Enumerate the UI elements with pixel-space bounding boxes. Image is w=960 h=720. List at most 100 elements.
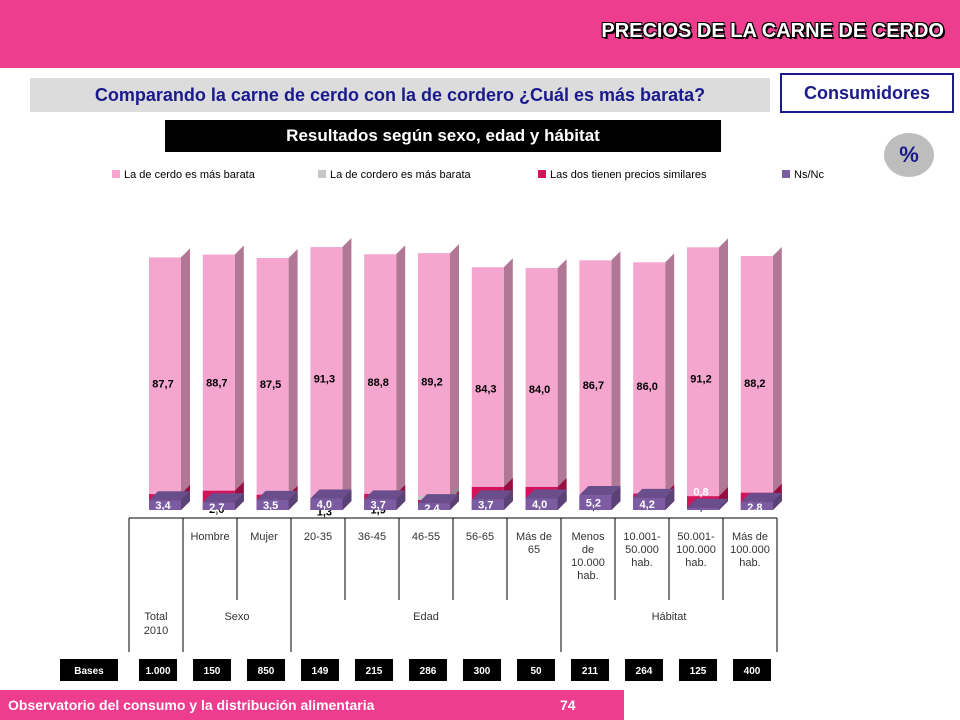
legend-swatch bbox=[112, 170, 120, 178]
bar-segment-side bbox=[396, 245, 406, 511]
bar-segment bbox=[525, 498, 558, 510]
data-label: 84,3 bbox=[475, 384, 496, 396]
bar-segment-side bbox=[342, 238, 352, 510]
bar-segment-side bbox=[772, 492, 782, 510]
table-subcategory-label: 100.000 bbox=[730, 544, 770, 556]
legend-swatch bbox=[782, 170, 790, 178]
base-value: 850 bbox=[258, 666, 275, 677]
bar-segment bbox=[310, 498, 343, 510]
base-value-box bbox=[733, 659, 771, 681]
data-label: 2,8 bbox=[747, 502, 762, 514]
section-title: PRECIOS DE LA CARNE DE CERDO bbox=[601, 20, 944, 42]
bar-segment-side bbox=[611, 486, 621, 510]
data-label: 87,5 bbox=[260, 379, 281, 391]
bar-segment bbox=[364, 499, 397, 510]
data-label: 88,2 bbox=[744, 378, 765, 390]
header-bar bbox=[0, 0, 960, 68]
bar-segment bbox=[418, 503, 450, 510]
footer-bar bbox=[0, 690, 624, 720]
legend-label: Las dos tienen precios similares bbox=[550, 169, 707, 181]
bar-segment-side bbox=[503, 258, 513, 510]
data-label: 3,5 bbox=[263, 500, 278, 512]
bar-top-face bbox=[149, 491, 190, 501]
data-label: 2,7 bbox=[209, 502, 224, 514]
bar-segment bbox=[740, 501, 773, 510]
bar-segment bbox=[633, 497, 666, 510]
base-value: 300 bbox=[474, 666, 491, 677]
data-label: 4,0 bbox=[317, 499, 332, 511]
bar-top-face bbox=[310, 489, 352, 499]
legend-swatch bbox=[318, 170, 326, 178]
bar-segment-side bbox=[450, 244, 459, 510]
table-subcategory-label: 10.000 bbox=[571, 557, 605, 569]
bar-segment-side bbox=[772, 246, 782, 510]
base-value-box bbox=[625, 659, 663, 681]
percent-badge: % bbox=[884, 133, 934, 177]
bar-segment bbox=[579, 260, 612, 510]
base-value-box bbox=[139, 659, 177, 681]
category-table: Hombre Mujer 20-35 36-45 46-55 56-65 Más de65M… bbox=[128, 517, 778, 652]
table-group-label: Hábitat bbox=[652, 611, 687, 623]
bar-segment bbox=[256, 499, 289, 510]
bar-segment-side bbox=[234, 245, 244, 510]
bar-segment bbox=[310, 247, 343, 510]
bar-segment-side bbox=[342, 489, 352, 510]
bar-segment-side bbox=[557, 259, 567, 510]
bar-segment-side bbox=[665, 253, 675, 510]
table-subcategory-label: 46-55 bbox=[412, 531, 440, 543]
base-value: 149 bbox=[312, 666, 329, 677]
data-label: 91,2 bbox=[690, 374, 711, 386]
base-value: 211 bbox=[582, 666, 599, 677]
page-number: 74 bbox=[560, 697, 576, 713]
table-group-label: Total bbox=[144, 611, 167, 623]
table-subcategory-label: de bbox=[582, 544, 594, 556]
bar-top-face bbox=[364, 490, 406, 500]
table-subcategory-label: Más de bbox=[516, 531, 552, 543]
table-subcategory-label: 56-65 bbox=[466, 531, 494, 543]
table-subcategory-label: 20-35 bbox=[304, 531, 332, 543]
base-value-box bbox=[679, 659, 717, 681]
base-value: 400 bbox=[744, 666, 761, 677]
bar-segment bbox=[740, 255, 773, 510]
table-subcategory-label: Más de bbox=[732, 531, 768, 543]
base-value: 1.000 bbox=[145, 666, 170, 677]
bar-segment bbox=[149, 257, 181, 510]
data-label: 87,7 bbox=[152, 379, 173, 391]
base-value: 150 bbox=[204, 666, 221, 677]
table-subcategory-label: hab. bbox=[577, 570, 598, 582]
bar-segment-side bbox=[288, 490, 298, 510]
legend-swatch bbox=[538, 170, 546, 178]
bases-label: Bases bbox=[74, 666, 104, 677]
stacked-bar-chart: La de cerdo es más barata La de cordero e… bbox=[60, 169, 824, 681]
base-value-box bbox=[247, 659, 285, 681]
data-label: 84,0 bbox=[529, 384, 550, 396]
table-subcategory-label: hab. bbox=[631, 557, 652, 569]
base-value-box bbox=[463, 659, 501, 681]
data-label: 2,4 bbox=[424, 503, 440, 515]
bar-segment-side bbox=[234, 493, 244, 510]
data-label: 4,2 bbox=[640, 499, 655, 511]
data-label: 89,2 bbox=[421, 377, 442, 389]
data-label: 3,4 bbox=[155, 500, 171, 512]
table-subcategory-label: 50.000 bbox=[625, 544, 659, 556]
bar-segment bbox=[579, 495, 612, 510]
table-group-label: Sexo bbox=[224, 611, 249, 623]
data-label: 88,8 bbox=[367, 377, 388, 389]
data-label: 5,2 bbox=[586, 498, 601, 510]
table-subcategory-label: hab. bbox=[739, 557, 760, 569]
bar-top-face bbox=[256, 490, 298, 500]
base-value: 125 bbox=[690, 666, 707, 677]
bar-top-face bbox=[202, 493, 244, 503]
base-value: 264 bbox=[636, 666, 653, 677]
bar-top-face bbox=[633, 488, 675, 498]
base-value-box bbox=[571, 659, 609, 681]
bar-top-face bbox=[740, 492, 782, 502]
base-value-box bbox=[301, 659, 339, 681]
table-subcategory-label: 50.001- bbox=[677, 531, 715, 543]
base-value: 215 bbox=[366, 666, 383, 677]
bar-segment bbox=[633, 262, 666, 510]
bar-segment bbox=[471, 499, 504, 510]
base-value: 50 bbox=[530, 666, 542, 677]
bar-segment bbox=[202, 502, 235, 510]
bar-segment bbox=[202, 254, 235, 510]
